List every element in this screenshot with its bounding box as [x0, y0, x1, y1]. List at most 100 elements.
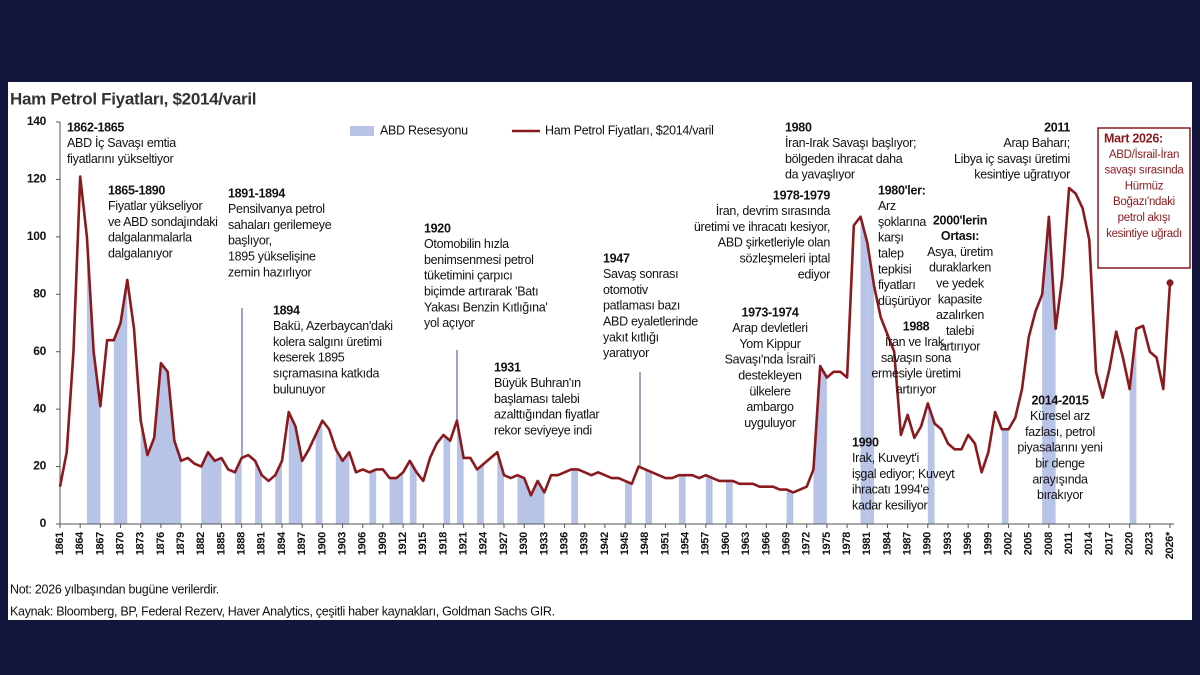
- x-tick-label: 1942: [599, 532, 611, 555]
- annotation-text: Arap Baharı;: [1003, 136, 1070, 150]
- annotation-text: fiyatlarını yükseltiyor: [67, 152, 173, 166]
- annotation-text: Büyük Buhran'ın: [494, 376, 581, 390]
- annotation-heading: 1920: [424, 221, 451, 235]
- x-tick-label: 1990: [922, 532, 934, 555]
- y-tick-label: 60: [33, 344, 46, 358]
- annotation-text: Libya iç savaşı üretimi: [954, 152, 1070, 166]
- x-tick-label: 1903: [336, 532, 348, 555]
- annotation-heading: 1973-1974: [741, 305, 798, 319]
- annotation-text: patlaması bazı: [603, 299, 680, 313]
- annotation-text: bulunuyor: [273, 382, 325, 396]
- annotation-heading: 1947: [603, 251, 630, 265]
- annotation-text: fiyatları: [878, 278, 916, 292]
- annotation-text: rekor seviyeye indi: [494, 423, 592, 437]
- annotation-text: başlıyor,: [228, 234, 272, 248]
- annotation-text: bir denge: [1035, 456, 1085, 470]
- x-tick-label: 1951: [659, 532, 671, 555]
- annotation-text: dalgalanıyor: [108, 246, 173, 260]
- annotation-heading: 1980: [785, 120, 812, 134]
- source: Kaynak: Bloomberg, BP, Federal Rezerv, H…: [10, 604, 555, 618]
- annotation-text: dalgalanmalarla: [108, 231, 192, 245]
- annotation-text: duraklarken: [929, 261, 991, 275]
- x-tick-label: 1909: [377, 532, 389, 555]
- annotation-heading: 2014-2015: [1031, 393, 1088, 407]
- y-tick-label: 140: [27, 114, 47, 128]
- x-tick-label: 2020: [1124, 532, 1136, 555]
- annotation-text: 1895 yükselişine: [228, 249, 316, 263]
- x-tick-label: 2023: [1144, 532, 1156, 555]
- x-tick-label: 1891: [256, 532, 268, 555]
- annotation-text: ABD/İsrail-İran: [1109, 148, 1179, 161]
- annotation-text: kesintiye uğradı: [1106, 228, 1182, 240]
- annotation-text: petrol akışı: [1118, 212, 1171, 224]
- annotation-text: artırıyor: [896, 382, 936, 396]
- x-tick-label: 1984: [881, 531, 893, 555]
- recession-bar: [867, 176, 874, 524]
- annotation-text: ve yedek: [936, 276, 985, 290]
- annotation-text: bölgeden ihracat daha: [785, 152, 903, 166]
- x-tick-label: 2014: [1083, 531, 1095, 555]
- annotation-text: Savaş sonrası: [603, 267, 678, 281]
- annotation-text: Küresel arz: [1030, 409, 1090, 423]
- annotation-text: işgal ediyor; Kuveyt: [852, 467, 955, 481]
- annotation-heading: 1891-1894: [228, 186, 285, 200]
- annotation-text: tüketimini çarpıcı: [424, 269, 512, 283]
- end-marker: [1166, 279, 1174, 287]
- annotation-heading: 1990: [852, 435, 879, 449]
- x-tick-label: 2005: [1023, 532, 1035, 555]
- x-tick-label: 1867: [94, 532, 106, 555]
- x-tick-label: 1966: [760, 532, 772, 555]
- annotation-text: otomotiv: [603, 283, 649, 297]
- note: Not: 2026 yılbaşından bugüne verilerdir.: [10, 582, 219, 596]
- annotation-text: bırakıyor: [1037, 488, 1083, 502]
- annotation-text: Irak, Kuveyt'i: [852, 451, 919, 465]
- y-tick-label: 0: [40, 516, 47, 530]
- annotation-heading: 1988: [903, 319, 930, 333]
- annotation-text: talep: [878, 246, 904, 260]
- x-tick-label: 1945: [619, 532, 631, 555]
- annotation-text: arayışında: [1032, 472, 1088, 486]
- annotation-heading: 1978-1979: [773, 188, 830, 202]
- x-tick-label: 1978: [841, 532, 853, 555]
- x-tick-label: 1924: [478, 531, 490, 555]
- annotation-text: Hürmüz: [1125, 180, 1164, 192]
- y-tick-label: 100: [27, 229, 47, 243]
- annotation-text: keserek 1895: [273, 351, 345, 365]
- x-tick-label: 1996: [962, 532, 974, 555]
- x-tick-label: 1879: [175, 532, 187, 555]
- annotation-text: Ortası:: [941, 229, 979, 243]
- annotation-text: destekleyen: [738, 368, 802, 382]
- x-tick-label: 1936: [558, 532, 570, 555]
- x-tick-label: 1906: [357, 532, 369, 555]
- x-tick-label: 2002: [1002, 532, 1014, 555]
- annotation-text: kadar kesiliyor: [852, 498, 928, 512]
- annotation-heading: 1865-1890: [108, 183, 165, 197]
- y-tick-label: 120: [27, 172, 47, 186]
- x-tick-label: 1939: [579, 532, 591, 555]
- annotation-text: Pensilvanya petrol: [228, 202, 325, 216]
- annotation-text: kesintiye uğratıyor: [974, 168, 1070, 182]
- x-tick-label: 1882: [195, 532, 207, 555]
- x-tick-label: 1888: [236, 532, 248, 555]
- annotation-text: ediyor: [798, 267, 830, 281]
- annotation-text: yakıt kıtlığı: [603, 330, 659, 344]
- x-tick-label: 1933: [538, 532, 550, 555]
- x-tick-label: 1915: [417, 532, 429, 555]
- legend-swatch: [350, 126, 374, 136]
- annotation-text: biçimde artırarak 'Batı: [424, 284, 538, 298]
- annotation-text: Yom Kippur: [739, 337, 800, 351]
- annotation-text: kapasite: [938, 292, 983, 306]
- x-tick-label: 1885: [215, 532, 227, 555]
- annotation-heading: 2000'lerin: [933, 213, 987, 227]
- annotation-text: kolera salgını üretimi: [273, 335, 382, 349]
- x-tick-label: 1897: [296, 532, 308, 555]
- callout-box: [1097, 127, 1191, 269]
- annotation-text: fazlası, petrol: [1025, 425, 1095, 439]
- x-tick-label: 1960: [720, 532, 732, 555]
- annotation-text: sahaları gerilemeye: [228, 218, 332, 232]
- annotation-text: ABD şirketleriyle olan: [718, 236, 831, 250]
- annotation-text: Asya, üretim: [927, 245, 993, 259]
- x-tick-label: 1930: [518, 532, 530, 555]
- x-tick-label: 1921: [458, 532, 470, 555]
